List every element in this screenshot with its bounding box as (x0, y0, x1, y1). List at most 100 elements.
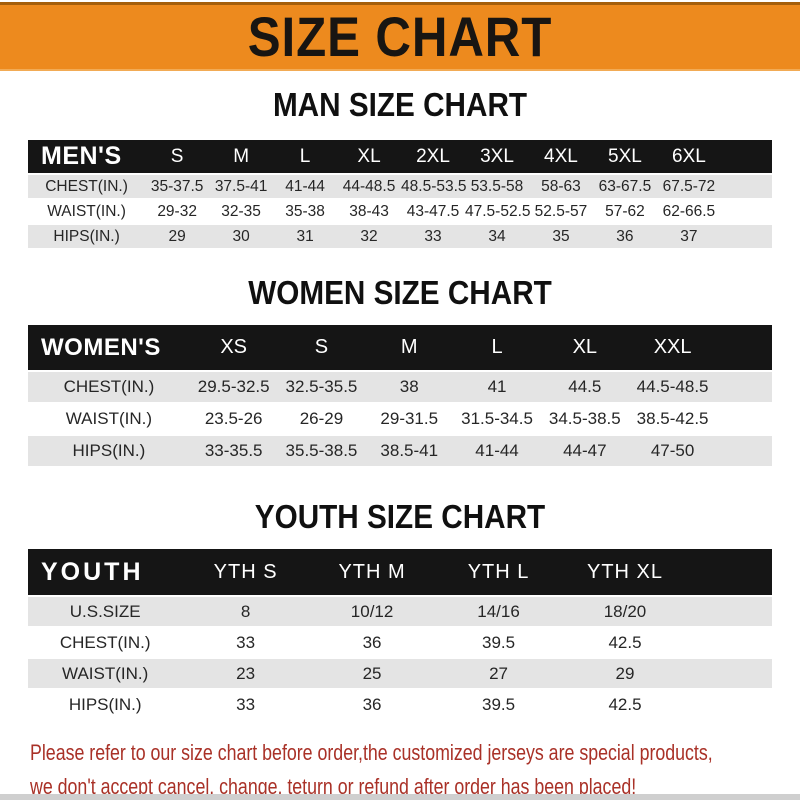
size-value-cell: 33 (182, 626, 309, 657)
size-value-cell: 38 (365, 370, 454, 402)
table-row: WAIST(IN.) 23.5-26 26-29 29-31.5 31.5-34.5 34… (28, 402, 772, 434)
table-row: HIPS(IN.) 29 30 31 32 33 34 35 36 37 (28, 223, 772, 248)
size-column-header: 5XL (592, 140, 657, 173)
size-value-cell: 35-38 (273, 198, 338, 223)
size-value-cell: 52.5-57 (528, 198, 593, 223)
size-value-cell: 10/12 (308, 595, 436, 626)
size-value-cell: 18/20 (561, 595, 689, 626)
size-value-cell: 37 (656, 223, 721, 248)
size-value-cell: 58-63 (528, 173, 593, 198)
size-header-row: MEN'S S M L XL 2XL 3XL 4XL 5XL 6XL (28, 140, 772, 173)
table-category-label: MEN'S (28, 140, 146, 173)
size-value-cell: 67.5-72 (656, 173, 721, 198)
size-chart-banner: SIZE CHART (0, 2, 800, 71)
size-column-header: XL (540, 325, 629, 370)
size-value-cell: 33 (401, 223, 465, 248)
size-value-cell: 25 (308, 657, 436, 688)
size-value-cell: 44-48.5 (337, 173, 402, 198)
size-value-cell: 36 (308, 626, 436, 657)
row-label: WAIST(IN.) (28, 198, 146, 223)
size-value-cell: 41-44 (453, 434, 541, 466)
size-value-cell: 35 (528, 223, 593, 248)
size-column-header: L (453, 325, 541, 370)
size-value-cell: 63-67.5 (592, 173, 657, 198)
size-header-row: WOMEN'S XS S M L XL XXL (28, 325, 772, 370)
row-filler (716, 434, 772, 466)
header-filler (688, 549, 772, 595)
size-value-cell: 62-66.5 (656, 198, 721, 223)
size-value-cell: 30 (209, 223, 274, 248)
row-filler (720, 223, 772, 248)
header-filler (716, 325, 772, 370)
page-title: SIZE CHART (247, 5, 553, 68)
size-value-cell: 34 (465, 223, 529, 248)
header-filler (720, 140, 772, 173)
size-column-header: 6XL (656, 140, 721, 173)
size-value-cell: 44-47 (540, 434, 629, 466)
youth-size-table: YOUTH YTH S YTH M YTH L YTH XL U.S.SIZE 8 10/12… (28, 549, 772, 719)
size-value-cell: 38.5-42.5 (628, 402, 717, 434)
size-value-cell: 14/16 (435, 595, 562, 626)
size-value-cell: 38.5-41 (365, 434, 454, 466)
row-label: CHEST(IN.) (28, 370, 190, 402)
section-title-youth: YOUTH SIZE CHART (254, 498, 546, 535)
size-column-header: S (145, 140, 210, 173)
row-filler (720, 173, 772, 198)
size-value-cell: 37.5-41 (209, 173, 274, 198)
section-title-women: WOMEN SIZE CHART (248, 274, 552, 311)
size-column-header: XXL (628, 325, 717, 370)
size-value-cell: 57-62 (592, 198, 657, 223)
row-label: HIPS(IN.) (28, 434, 190, 466)
size-value-cell: 42.5 (561, 688, 689, 719)
table-row: WAIST(IN.) 29-32 32-35 35-38 38-43 43-47.5 47.… (28, 198, 772, 223)
size-value-cell: 35.5-38.5 (277, 434, 366, 466)
size-value-cell: 27 (435, 657, 562, 688)
size-value-cell: 44.5 (540, 370, 629, 402)
row-label: HIPS(IN.) (28, 223, 146, 248)
size-value-cell: 53.5-58 (465, 173, 529, 198)
row-label: WAIST(IN.) (28, 402, 190, 434)
size-column-header: 3XL (465, 140, 529, 173)
size-column-header: YTH S (182, 549, 309, 595)
size-column-header: XS (189, 325, 278, 370)
row-filler (716, 370, 772, 402)
size-column-header: L (273, 140, 338, 173)
size-header-row: YOUTH YTH S YTH M YTH L YTH XL (28, 549, 772, 595)
size-value-cell: 31.5-34.5 (453, 402, 541, 434)
row-filler (716, 402, 772, 434)
row-filler (688, 595, 772, 626)
size-column-header: M (209, 140, 274, 173)
section-title-man: MAN SIZE CHART (272, 86, 528, 123)
men-size-table: MEN'S S M L XL 2XL 3XL 4XL 5XL 6XL CHEST(IN.) 35-37… (28, 140, 772, 248)
size-column-header: YTH XL (561, 549, 689, 595)
size-value-cell: 48.5-53.5 (401, 173, 467, 198)
row-label: CHEST(IN.) (28, 173, 146, 198)
table-row: U.S.SIZE 8 10/12 14/16 18/20 (28, 595, 772, 626)
size-column-header: S (277, 325, 366, 370)
women-size-table: WOMEN'S XS S M L XL XXL CHEST(IN.) 29.5-32.5 32.5… (28, 325, 772, 466)
size-value-cell: 29 (561, 657, 689, 688)
row-label: WAIST(IN.) (28, 657, 183, 688)
size-value-cell: 33-35.5 (189, 434, 278, 466)
size-column-header: XL (337, 140, 402, 173)
table-row: CHEST(IN.) 35-37.5 37.5-41 41-44 44-48.5 48.5… (28, 173, 772, 198)
row-filler (688, 657, 772, 688)
row-label: U.S.SIZE (28, 595, 183, 626)
size-column-header: YTH L (435, 549, 562, 595)
table-category-label: YOUTH (28, 549, 183, 595)
table-row: HIPS(IN.) 33 36 39.5 42.5 (28, 688, 772, 719)
size-value-cell: 47.5-52.5 (465, 198, 531, 223)
size-value-cell: 34.5-38.5 (540, 402, 629, 434)
table-category-label: WOMEN'S (28, 325, 190, 370)
size-value-cell: 31 (273, 223, 338, 248)
size-value-cell: 29-32 (145, 198, 210, 223)
table-row: HIPS(IN.) 33-35.5 35.5-38.5 38.5-41 41-44 44-… (28, 434, 772, 466)
size-value-cell: 41-44 (273, 173, 338, 198)
size-value-cell: 29-31.5 (365, 402, 454, 434)
size-value-cell: 35-37.5 (145, 173, 210, 198)
row-filler (688, 626, 772, 657)
bottom-edge-strip (0, 794, 800, 800)
row-filler (720, 198, 772, 223)
size-value-cell: 42.5 (561, 626, 689, 657)
